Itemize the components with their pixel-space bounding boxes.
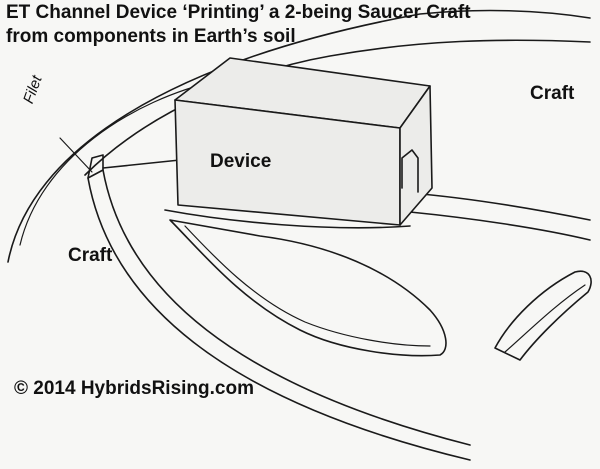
title-line-2: from components in Earth’s soil xyxy=(6,26,296,47)
deck-line-right-2 xyxy=(409,211,591,241)
right-lower-panel-edge xyxy=(504,284,586,353)
filet-notch xyxy=(87,154,104,179)
title-line-1: ET Channel Device ‘Printing’ a 2-being S… xyxy=(6,2,471,23)
device-label: Device xyxy=(210,151,272,172)
hull-arc-3 xyxy=(19,79,221,246)
device-base xyxy=(164,209,411,229)
outer-hull-arc xyxy=(7,9,591,263)
deck-line-right xyxy=(409,192,591,221)
copyright-notice: © 2014 HybridsRising.com xyxy=(14,378,254,399)
device-slot xyxy=(401,149,419,193)
craft-label-right: Craft xyxy=(530,83,575,104)
craft-label-left: Craft xyxy=(68,245,113,266)
filet-pointer xyxy=(59,137,93,173)
right-lower-panel xyxy=(494,270,592,361)
deck-line xyxy=(102,159,181,169)
canopy-panel-inner xyxy=(184,225,431,347)
inner-hull-arc xyxy=(84,39,591,176)
rim-outer xyxy=(87,177,471,461)
canopy-panel xyxy=(169,219,447,357)
rim-inner xyxy=(102,169,471,446)
